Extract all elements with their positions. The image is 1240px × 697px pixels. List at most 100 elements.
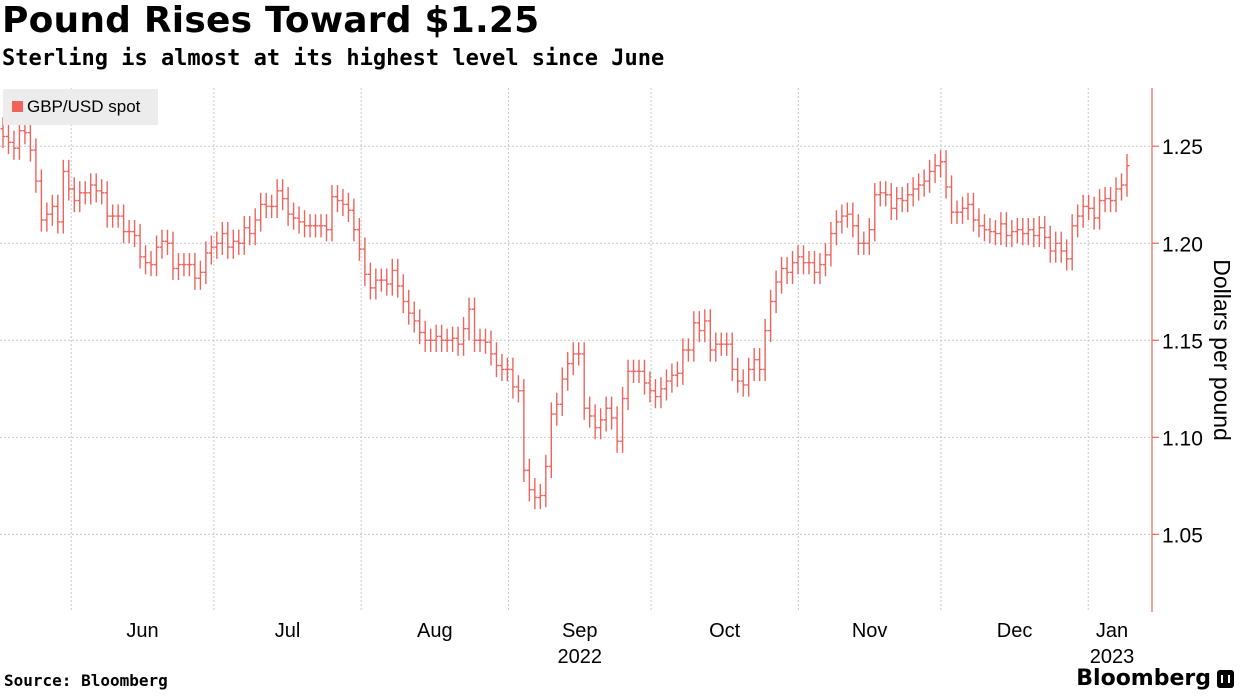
x-tick-label: Jul: [275, 620, 301, 642]
ohlc-bar: [444, 328, 450, 352]
ohlc-bar: [323, 214, 329, 242]
y-axis: 1.05 1.10 1.15 1.20 1.25 Dollars per pound: [1151, 88, 1235, 612]
ohlc-bar: [817, 252, 823, 285]
brand-name: Bloomberg: [1076, 666, 1211, 691]
ohlc-bar: [543, 454, 549, 508]
ohlc-bar: [362, 237, 368, 286]
ohlc-bar: [795, 245, 801, 275]
ohlc-bar: [49, 194, 55, 226]
ohlc-bar: [450, 326, 456, 352]
ohlc-bar: [965, 192, 971, 220]
ohlc-bar: [647, 371, 653, 403]
legend: GBP/USD spot: [3, 89, 158, 125]
ohlc-bar: [1064, 239, 1070, 271]
source-note: Source: Bloomberg: [4, 671, 168, 690]
ohlc-bar: [164, 229, 170, 255]
ohlc-bar: [499, 353, 505, 382]
ohlc-bar: [318, 214, 324, 238]
ohlc-bar: [60, 159, 66, 234]
ohlc-bar: [225, 221, 231, 259]
ohlc-bar: [636, 359, 642, 383]
ohlc-bar: [724, 332, 730, 356]
ohlc-bar: [472, 297, 478, 352]
ohlc-bar: [280, 179, 286, 211]
x-tick-label: Dec: [997, 620, 1033, 642]
ohlc-bar: [82, 181, 88, 205]
ohlc-bar: [680, 338, 686, 385]
ohlc-bar: [1031, 218, 1037, 248]
ohlc-bar: [148, 251, 154, 277]
ohlc-bar: [1020, 218, 1026, 246]
ohlc-bar: [548, 402, 554, 479]
y-tick-label: 1.20: [1162, 233, 1203, 256]
y-axis-label: Dollars per pound: [1209, 259, 1235, 441]
ohlc-bar: [291, 202, 297, 230]
ohlc-bar: [1113, 177, 1119, 213]
ohlc-bar: [247, 216, 253, 246]
ohlc-bar: [5, 124, 11, 154]
ohlc-bar: [839, 204, 845, 234]
x-year-label: 2022: [558, 646, 603, 668]
ohlc-bar: [685, 338, 691, 362]
ohlc-bar: [493, 342, 499, 378]
bloomberg-icon: [1217, 669, 1234, 688]
legend-label: GBP/USD spot: [27, 97, 141, 116]
ohlc-bar: [159, 229, 165, 259]
ohlc-bar: [345, 192, 351, 222]
ohlc-bar: [230, 229, 236, 259]
legend-swatch: [12, 101, 23, 112]
x-year-label: 2023: [1090, 646, 1135, 668]
ohlc-bar: [570, 342, 576, 376]
ohlc-bar: [587, 396, 593, 428]
ohlc-bar: [833, 210, 839, 246]
x-tick-label: Oct: [709, 620, 741, 642]
ohlc-bar: [334, 185, 340, 213]
ohlc-bar: [866, 218, 872, 255]
y-tick-label: 1.25: [1162, 136, 1203, 159]
ohlc-bar: [696, 311, 702, 343]
ohlc-bar: [99, 179, 105, 205]
ohlc-bar: [801, 245, 807, 275]
ohlc-bar: [822, 243, 828, 277]
ohlc-bar: [236, 229, 242, 255]
ohlc-bar: [121, 204, 127, 244]
ohlc-bar: [1119, 173, 1125, 201]
ohlc-bar: [1069, 214, 1075, 271]
ohlc-bar: [790, 251, 796, 285]
ohlc-bar: [439, 324, 445, 352]
ohlc-bar: [373, 268, 379, 300]
ohlc-bar: [208, 235, 214, 265]
ohlc-bar: [219, 221, 225, 255]
ohlc-bar: [477, 328, 483, 352]
ohlc-bar: [302, 210, 308, 238]
ohlc-bar: [192, 252, 198, 290]
ohlc-bar: [674, 361, 680, 387]
y-tick-label: 1.05: [1162, 524, 1203, 547]
ohlc-bar: [510, 357, 516, 399]
ohlc-bar: [93, 173, 99, 203]
ohlc-bar: [603, 396, 609, 432]
ohlc-bar: [389, 258, 395, 296]
ohlc-bar: [970, 192, 976, 232]
ohlc-bar: [779, 256, 785, 294]
ohlc-bar: [269, 194, 275, 219]
ohlc-bar: [576, 342, 582, 366]
ohlc-bar: [943, 150, 949, 199]
ohlc-bar: [1042, 216, 1048, 250]
ohlc-bar: [713, 332, 719, 362]
ohlc-bar: [981, 214, 987, 242]
ohlc-bar: [592, 404, 598, 440]
ohlc-bar: [669, 363, 675, 393]
ohlc-bar: [537, 483, 543, 510]
ohlc-bar: [384, 268, 390, 296]
ohlc-bar: [883, 181, 889, 207]
ohlc-bar: [762, 318, 768, 382]
x-tick-label: Jan: [1096, 620, 1128, 642]
ohlc-bar: [1053, 231, 1059, 263]
ohlc-bar: [1025, 218, 1031, 246]
ohlc-bar: [203, 241, 209, 285]
ohlc-bar: [241, 216, 247, 255]
ohlc-bar: [872, 183, 878, 242]
ohlc-bar: [921, 169, 927, 197]
ohlc-bar: [77, 181, 83, 213]
